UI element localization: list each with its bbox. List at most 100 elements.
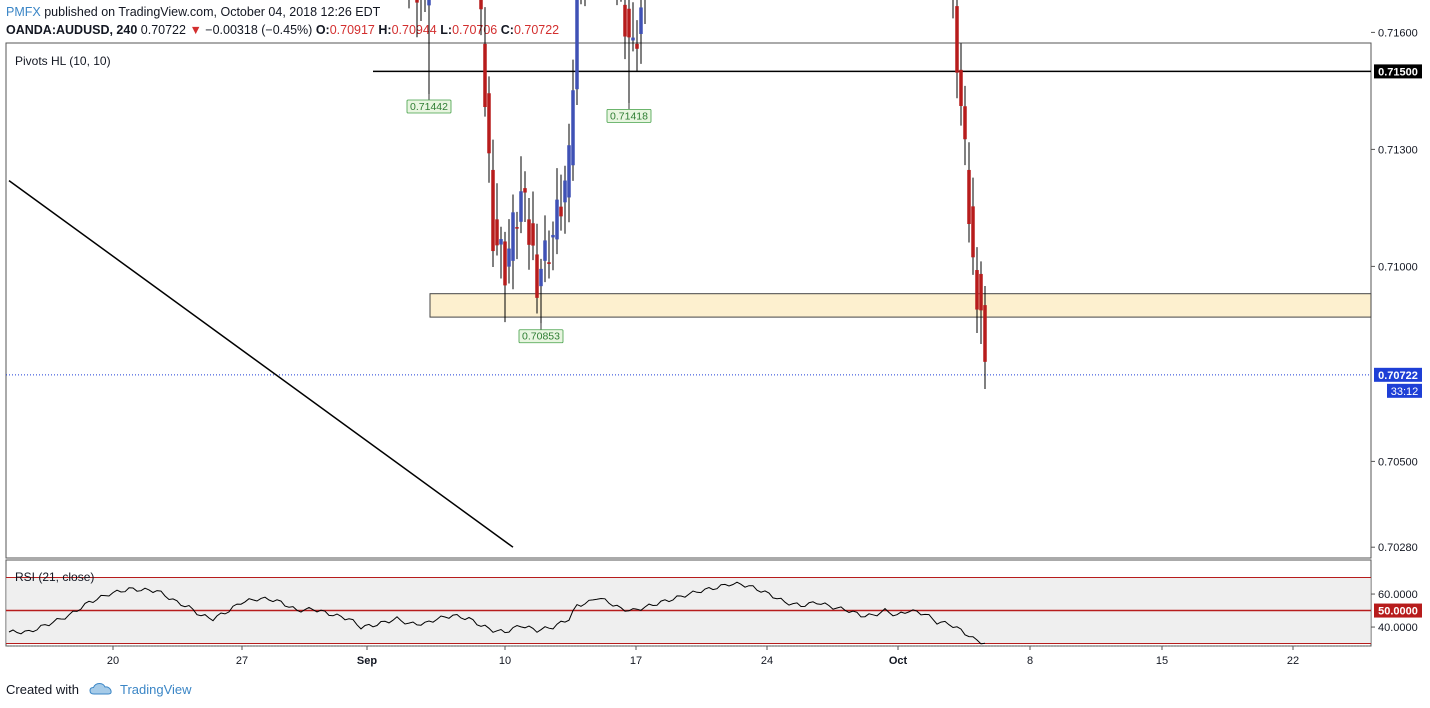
candle-body <box>623 4 627 37</box>
candle-body <box>543 240 547 261</box>
x-tick-label: Oct <box>889 655 908 667</box>
candle <box>979 261 983 345</box>
candle-body <box>551 234 555 238</box>
candle-body <box>971 206 975 258</box>
candle <box>515 211 519 260</box>
candle-body <box>979 273 983 311</box>
candle <box>511 194 515 290</box>
last-price: 0.70722 <box>140 23 186 37</box>
candle <box>507 219 511 284</box>
candle <box>971 177 975 275</box>
candle-body <box>567 145 571 198</box>
candle <box>539 258 543 324</box>
rsi-label-text: 50.0000 <box>1378 606 1418 618</box>
candle-body <box>983 305 987 362</box>
candle <box>483 7 487 117</box>
x-tick-label: 10 <box>499 655 511 667</box>
candle <box>635 20 639 72</box>
pivot-labels-layer: 0.738190.736270.723800.720250.723580.714… <box>406 94 652 344</box>
candle-body <box>511 212 515 261</box>
x-tick-label: 20 <box>107 655 119 667</box>
y-tick-label: 0.71600 <box>1378 27 1418 39</box>
candle <box>631 2 635 52</box>
candle-body <box>627 8 631 38</box>
symbol-info-line: OANDA:AUDUSD, 240 0.70722 ▼ −0.00318 (−0… <box>6 21 559 39</box>
lines-layer <box>6 70 1371 548</box>
candle <box>952 0 954 19</box>
candle <box>424 0 426 12</box>
candle <box>499 226 503 279</box>
candle-body <box>523 188 527 193</box>
tradingview-link[interactable]: TradingView <box>120 682 192 697</box>
candle-body <box>427 0 431 6</box>
candle <box>584 0 586 7</box>
rsi-label-box <box>1374 603 1422 618</box>
close-label: C: <box>500 23 514 37</box>
candle-body <box>967 169 971 225</box>
candle-body <box>547 262 551 264</box>
low-label: L: <box>440 23 453 37</box>
candle-body <box>415 0 419 3</box>
price-panel-title: Pivots HL (10, 10) <box>15 54 111 68</box>
candle <box>547 230 551 279</box>
candle-body <box>963 106 967 140</box>
candle-body <box>499 239 503 245</box>
created-with-label: Created with <box>6 682 79 697</box>
candle-body <box>539 268 543 287</box>
candle <box>527 198 531 270</box>
candle <box>563 165 567 234</box>
publish-info: published on TradingView.com, October 04… <box>44 5 381 19</box>
author-name[interactable]: PMFX <box>6 5 41 19</box>
rsi-tick-label: 60.0000 <box>1378 589 1418 601</box>
candle-body <box>563 180 567 203</box>
down-arrow-icon: ▼ <box>189 23 202 37</box>
candle-body <box>491 169 495 252</box>
rsi-tick-label: 40.0000 <box>1378 622 1418 634</box>
x-tick-label: Sep <box>357 655 377 667</box>
candle <box>491 139 495 268</box>
candle <box>959 43 963 126</box>
publish-header: PMFX published on TradingView.com, Octob… <box>6 3 380 21</box>
candle-body <box>483 43 487 108</box>
candle <box>408 0 410 9</box>
x-tick-label: 17 <box>630 655 642 667</box>
x-tick-label: 15 <box>1156 655 1168 667</box>
candle <box>975 247 979 333</box>
pivot-label: 0.71418 <box>606 103 652 123</box>
chart-canvas[interactable]: 0.738190.736270.723800.720250.723580.714… <box>0 0 1430 680</box>
pivot-value: 0.70853 <box>522 331 560 343</box>
trendline-2 <box>8 179 514 548</box>
candle-body <box>503 241 507 286</box>
rsi-layer <box>6 577 1371 647</box>
candle-body <box>495 219 499 246</box>
pivot-value: 0.71418 <box>610 110 648 122</box>
candle <box>571 59 575 181</box>
candle <box>420 0 422 22</box>
candle-body <box>515 227 519 229</box>
price-change: −0.00318 (−0.45%) <box>205 23 313 37</box>
countdown-text: 33:12 <box>1391 386 1419 398</box>
candle <box>495 183 499 256</box>
candle <box>479 0 483 36</box>
candle-body <box>507 248 511 267</box>
candle-body <box>487 93 491 154</box>
candle <box>967 142 971 243</box>
pivot-label: 0.70853 <box>518 323 564 344</box>
candle <box>620 0 622 2</box>
axes-layer: 0.740000.735000.731000.727000.723000.719… <box>107 27 1422 667</box>
candle <box>580 0 582 5</box>
candle-body <box>559 206 563 217</box>
candle <box>644 0 646 25</box>
candle-body <box>519 191 523 222</box>
y-tick-label: 0.71300 <box>1378 144 1418 156</box>
candle <box>616 0 618 6</box>
candle <box>531 191 535 261</box>
y-tick-label: 0.70500 <box>1378 456 1418 468</box>
candle <box>963 85 967 166</box>
candle-body <box>575 0 579 90</box>
footer: Created with TradingView <box>6 682 192 697</box>
y-tick-label: 0.71000 <box>1378 261 1418 273</box>
pivot-box <box>406 99 452 114</box>
open-label: O: <box>315 23 330 37</box>
candle-body <box>555 199 559 240</box>
